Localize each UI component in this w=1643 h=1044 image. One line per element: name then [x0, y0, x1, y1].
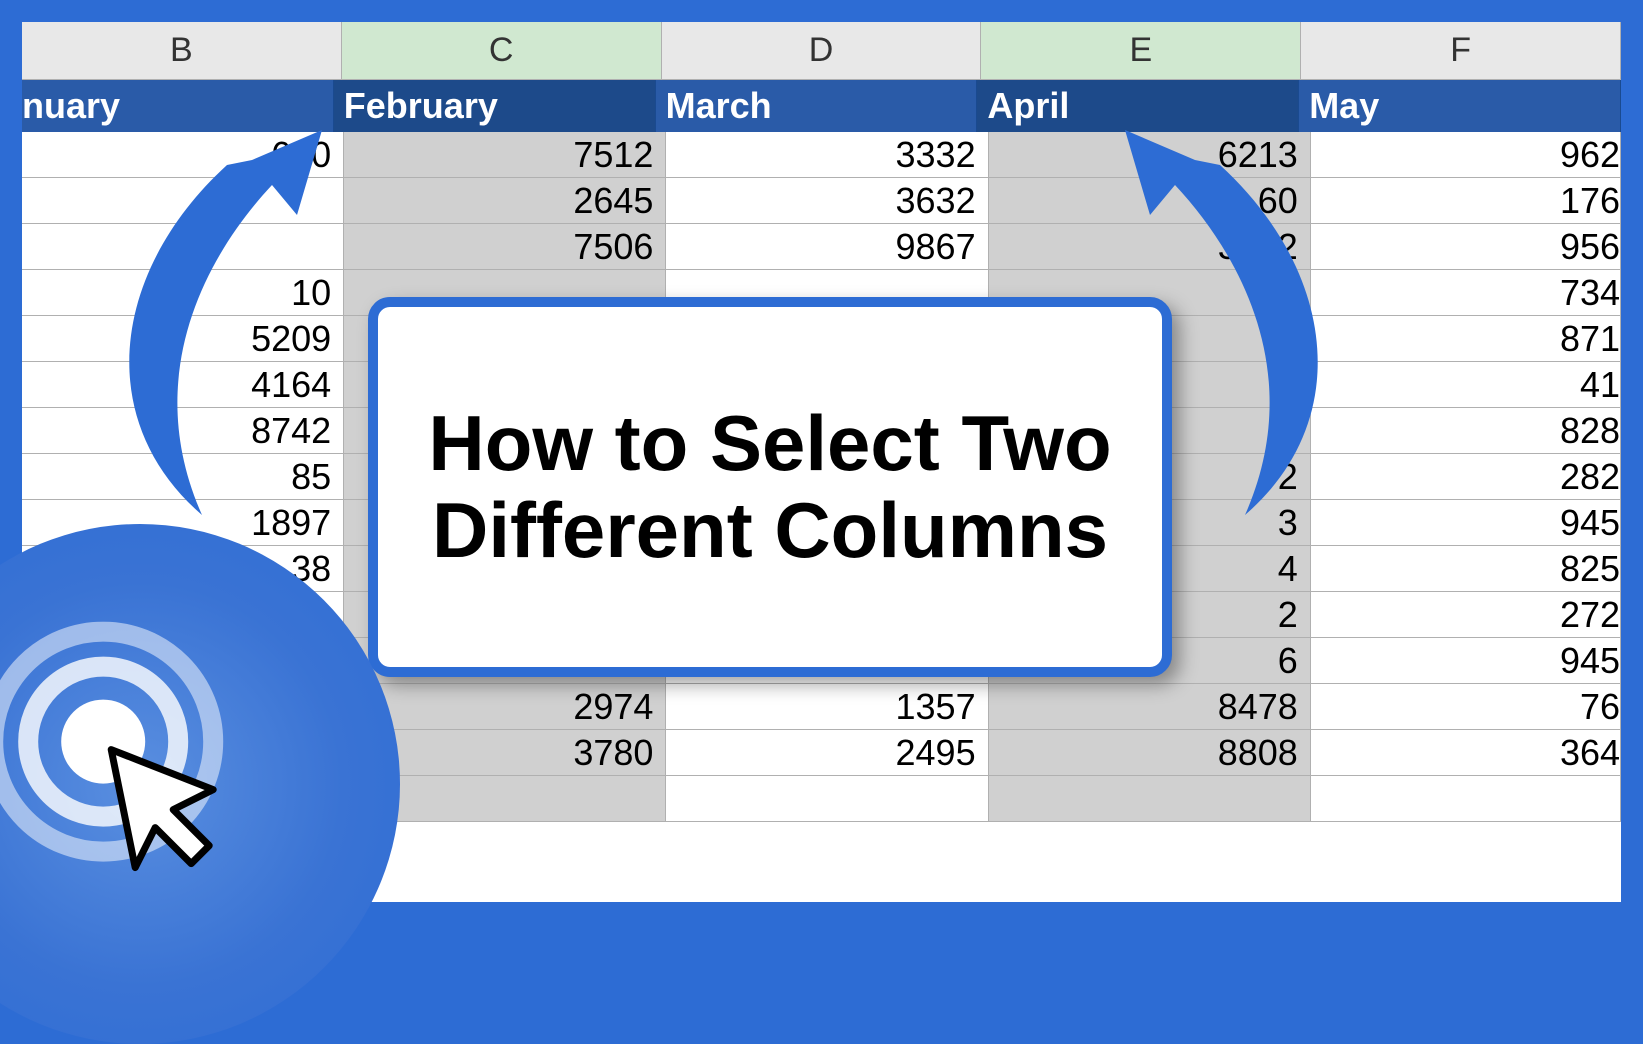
month-header-cell[interactable]: February [334, 80, 656, 132]
column-header-e[interactable]: E [981, 22, 1301, 79]
data-cell[interactable]: 8808 [989, 730, 1311, 776]
data-cell[interactable] [989, 776, 1311, 822]
data-cell[interactable]: 76 [1311, 684, 1621, 730]
arrow-left-icon [62, 120, 322, 540]
title-card: How to Select Two Different Columns [368, 297, 1172, 677]
column-headers-row: BCDEF [22, 22, 1621, 80]
cursor-click-icon [0, 622, 263, 902]
data-cell[interactable]: 3632 [666, 178, 988, 224]
data-cell[interactable] [1311, 776, 1621, 822]
data-cell[interactable]: 7506 [344, 224, 666, 270]
column-header-b[interactable]: B [22, 22, 342, 79]
column-header-f[interactable]: F [1301, 22, 1621, 79]
arrow-right-icon [1125, 120, 1385, 540]
title-text: How to Select Two Different Columns [418, 400, 1122, 575]
data-cell[interactable]: 272 [1311, 592, 1621, 638]
data-cell[interactable] [666, 776, 988, 822]
data-cell[interactable]: 1357 [666, 684, 988, 730]
data-cell[interactable]: 2495 [666, 730, 988, 776]
data-cell[interactable]: 2645 [344, 178, 666, 224]
data-cell[interactable]: 7512 [344, 132, 666, 178]
data-cell[interactable]: 825 [1311, 546, 1621, 592]
column-header-d[interactable]: D [662, 22, 982, 79]
data-cell[interactable]: 3332 [666, 132, 988, 178]
column-header-c[interactable]: C [342, 22, 662, 79]
data-cell[interactable]: 945 [1311, 638, 1621, 684]
data-cell[interactable]: 9867 [666, 224, 988, 270]
month-header-cell[interactable]: March [656, 80, 978, 132]
data-cell[interactable]: 364 [1311, 730, 1621, 776]
data-cell[interactable]: 8478 [989, 684, 1311, 730]
